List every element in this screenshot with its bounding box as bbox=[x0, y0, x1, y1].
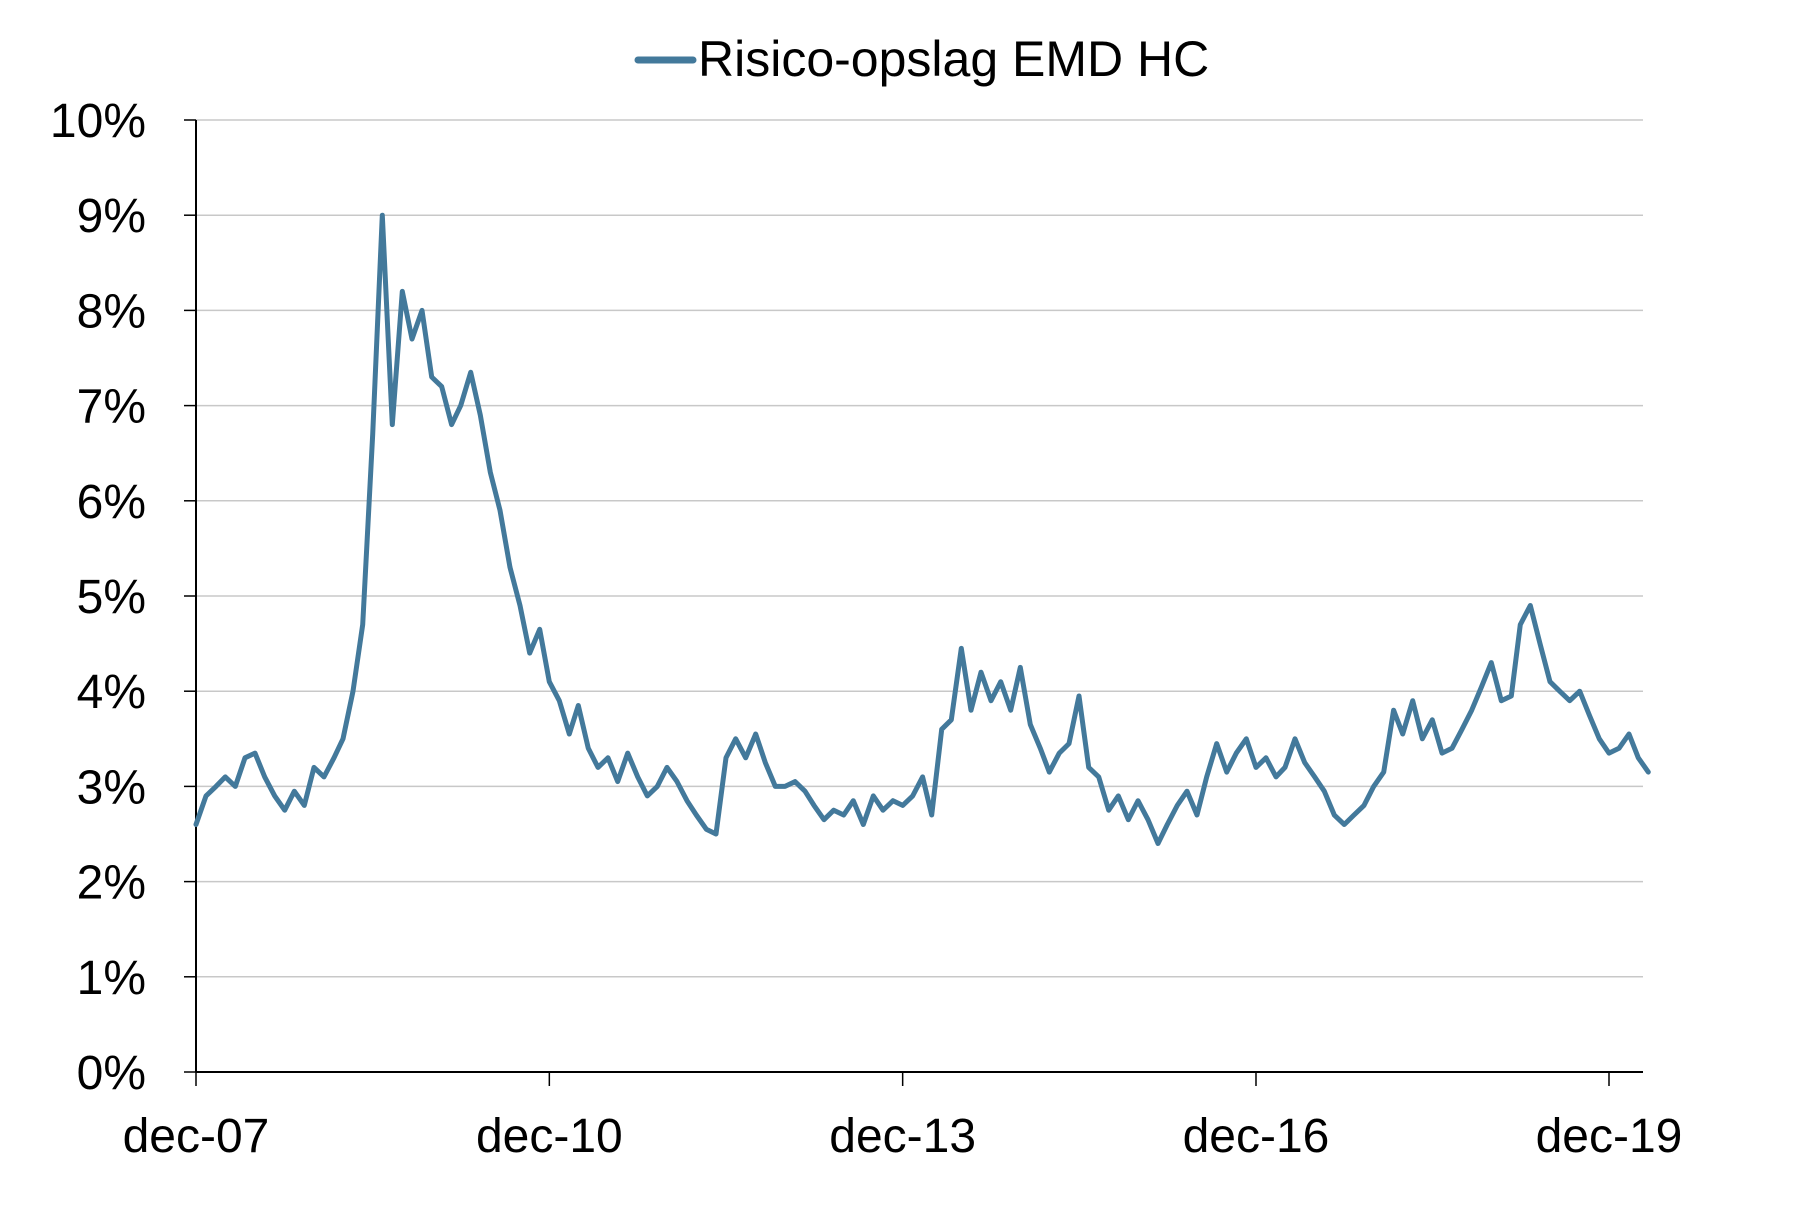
x-tick-label: dec-19 bbox=[1536, 1110, 1683, 1163]
x-tick-label: dec-16 bbox=[1183, 1110, 1330, 1163]
y-gridlines bbox=[196, 119, 1643, 978]
x-tick-label: dec-07 bbox=[123, 1110, 270, 1163]
y-axis-ticks: 0% 1% 2% 3% 4% 5% 6% 7% 8% 9% 10% bbox=[50, 95, 196, 1100]
y-tick-label: 5% bbox=[77, 571, 146, 624]
y-tick-label: 1% bbox=[77, 952, 146, 1005]
y-tick-label: 10% bbox=[50, 95, 146, 148]
y-tick-label: 0% bbox=[77, 1047, 146, 1100]
x-axis-ticks: dec-07 dec-10 dec-13 dec-16 dec-19 bbox=[123, 1072, 1683, 1163]
y-tick-label: 4% bbox=[77, 666, 146, 719]
y-tick-label: 9% bbox=[77, 190, 146, 243]
y-tick-label: 6% bbox=[77, 476, 146, 529]
y-tick-label: 7% bbox=[77, 381, 146, 434]
series-risico-opslag bbox=[193, 212, 1651, 846]
y-tick-label: 8% bbox=[77, 285, 146, 338]
chart-legend: Risico-opslag EMD HC bbox=[634, 31, 1209, 87]
x-tick-label: dec-10 bbox=[476, 1110, 623, 1163]
y-tick-label: 3% bbox=[77, 761, 146, 814]
y-tick-label: 2% bbox=[77, 857, 146, 910]
series-layer bbox=[193, 212, 1651, 846]
series-line bbox=[193, 212, 1651, 846]
legend-label-risico-opslag: Risico-opslag EMD HC bbox=[698, 31, 1209, 87]
x-tick-label: dec-13 bbox=[829, 1110, 976, 1163]
